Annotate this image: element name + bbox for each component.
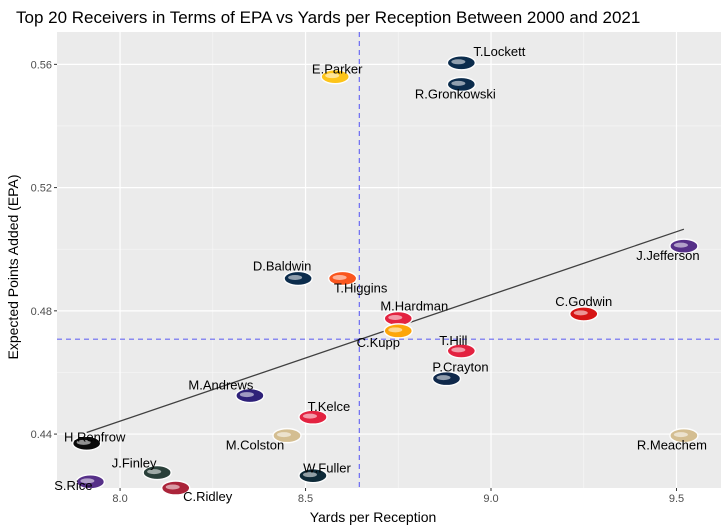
point-c-godwin-logo (569, 306, 599, 322)
point-label-s-rice: S.Rice (54, 478, 92, 493)
point-m-colston-logo (272, 427, 302, 444)
point-m-andrews-logo (235, 387, 265, 404)
point-label-r-meachem: R.Meachem (637, 438, 707, 453)
point-e-parker-logo (320, 68, 350, 85)
x-tick-label: 9.5 (669, 493, 684, 505)
plot-panel (57, 32, 721, 488)
grid-major (57, 32, 721, 488)
point-d-baldwin-logo (283, 270, 313, 287)
point-label-h-renfrow: H.Renfrow (64, 429, 126, 444)
point-label-m-hardman: M.Hardman (380, 299, 448, 314)
point-t-higgins-logo (327, 270, 358, 287)
point-p-crayton-logo (431, 370, 462, 387)
points-group (71, 55, 699, 496)
x-tick-label: 8.0 (112, 493, 127, 505)
point-label-w-fuller: W.Fuller (303, 461, 351, 476)
point-label-j-jefferson: J.Jefferson (636, 248, 699, 263)
point-label-m-andrews: M.Andrews (188, 378, 254, 393)
point-h-renfrow-logo (71, 435, 102, 452)
x-axis: 8.0 8.5 9.0 9.5 (112, 488, 684, 505)
point-label-j-finley: J.Finley (112, 456, 157, 471)
point-t-kelce-logo (298, 409, 328, 425)
y-tick-label: 0.56 (31, 59, 52, 71)
y-axis: 0.44 0.48 0.52 0.56 (31, 59, 57, 441)
y-axis-title: Expected Points Added (EPA) (5, 175, 21, 360)
chart-title: Top 20 Receivers in Terms of EPA vs Yard… (16, 8, 640, 27)
point-label-t-kelce: T.Kelce (308, 399, 351, 414)
point-label-t-lockett: T.Lockett (473, 44, 525, 59)
point-label-p-crayton: P.Crayton (432, 360, 488, 375)
point-label-c-kupp: C.Kupp (357, 335, 400, 350)
point-label-d-baldwin: D.Baldwin (253, 258, 312, 273)
point-label-e-parker: E.Parker (312, 62, 363, 77)
point-j-jefferson-logo (669, 238, 699, 254)
x-axis-title: Yards per Reception (310, 509, 437, 525)
point-c-kupp-logo (383, 323, 413, 339)
y-tick-label: 0.52 (31, 183, 52, 195)
point-r-meachem-logo (669, 427, 699, 444)
point-label-c-ridley: C.Ridley (183, 489, 233, 504)
y-tick-label: 0.44 (31, 429, 52, 441)
point-c-ridley-logo (161, 480, 191, 496)
point-label-c-godwin: C.Godwin (555, 294, 612, 309)
point-j-finley-logo (142, 464, 172, 481)
reference-lines (57, 32, 721, 488)
point-t-hill-logo (446, 343, 477, 359)
point-label-r-gronkowski: R.Gronkowski (415, 86, 496, 101)
y-tick-label: 0.48 (31, 306, 52, 318)
point-r-gronkowski-logo (446, 76, 477, 93)
point-labels-group: T.Lockett R.Gronkowski E.Parker D.Baldwin T.… (54, 44, 707, 504)
point-s-rice-logo (75, 474, 106, 490)
point-label-t-hill: T.Hill (439, 333, 467, 348)
x-tick-label: 9.0 (483, 493, 498, 505)
point-label-m-colston: M.Colston (226, 438, 285, 453)
grid-minor (57, 32, 721, 488)
point-w-fuller-logo (298, 467, 328, 484)
x-tick-label: 8.5 (298, 493, 313, 505)
point-t-lockett-logo (446, 55, 477, 71)
point-label-t-higgins: T.Higgins (334, 280, 388, 295)
